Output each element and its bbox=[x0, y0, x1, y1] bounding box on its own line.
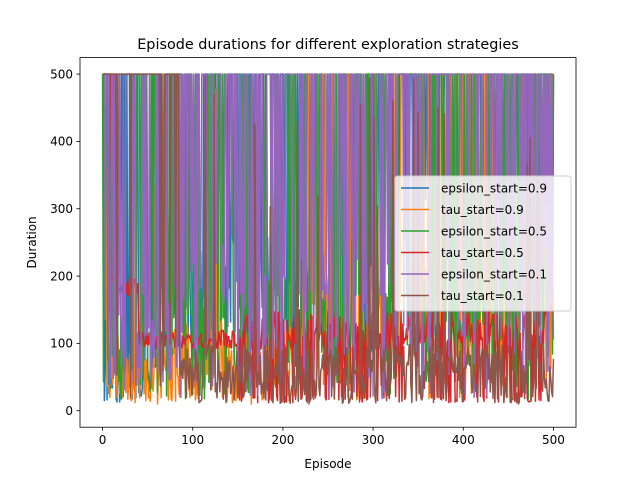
x-axis-ticks: 0 100 200 300 400 500 bbox=[99, 427, 565, 447]
legend-box bbox=[394, 175, 572, 312]
plot-frame bbox=[79, 57, 577, 428]
x-tick-label: 0 bbox=[99, 433, 107, 447]
y-tick-label: 100 bbox=[50, 337, 73, 351]
x-tick-label: 500 bbox=[542, 433, 565, 447]
legend-label: tau_start=0.9 bbox=[441, 203, 524, 217]
y-tick-label: 400 bbox=[50, 135, 73, 149]
legend-label: tau_start=0.1 bbox=[441, 289, 524, 303]
legend-label: epsilon_start=0.1 bbox=[441, 267, 547, 281]
x-tick-label: 200 bbox=[271, 433, 294, 447]
series-layer bbox=[101, 73, 555, 405]
y-tick-label: 0 bbox=[65, 404, 73, 418]
y-axis-label: Duration bbox=[25, 216, 39, 268]
x-tick-label: 100 bbox=[181, 433, 204, 447]
legend: epsilon_start=0.9 tau_start=0.9 epsilon_st… bbox=[394, 175, 572, 312]
legend-label: tau_start=0.5 bbox=[441, 246, 524, 260]
y-tick-label: 200 bbox=[50, 269, 73, 283]
x-tick-label: 400 bbox=[452, 433, 475, 447]
legend-label: epsilon_start=0.5 bbox=[441, 224, 547, 238]
legend-label: epsilon_start=0.9 bbox=[441, 181, 547, 195]
y-tick-label: 300 bbox=[50, 202, 73, 216]
y-axis-ticks: 0 100 200 300 400 500 bbox=[50, 67, 80, 418]
series-line-5 bbox=[102, 73, 555, 401]
series-line-6 bbox=[102, 73, 555, 405]
x-tick-label: 300 bbox=[362, 433, 385, 447]
y-tick-label: 500 bbox=[50, 67, 73, 81]
chart-title: Episode durations for different explorat… bbox=[137, 37, 519, 53]
x-axis-label: Episode bbox=[304, 457, 351, 471]
